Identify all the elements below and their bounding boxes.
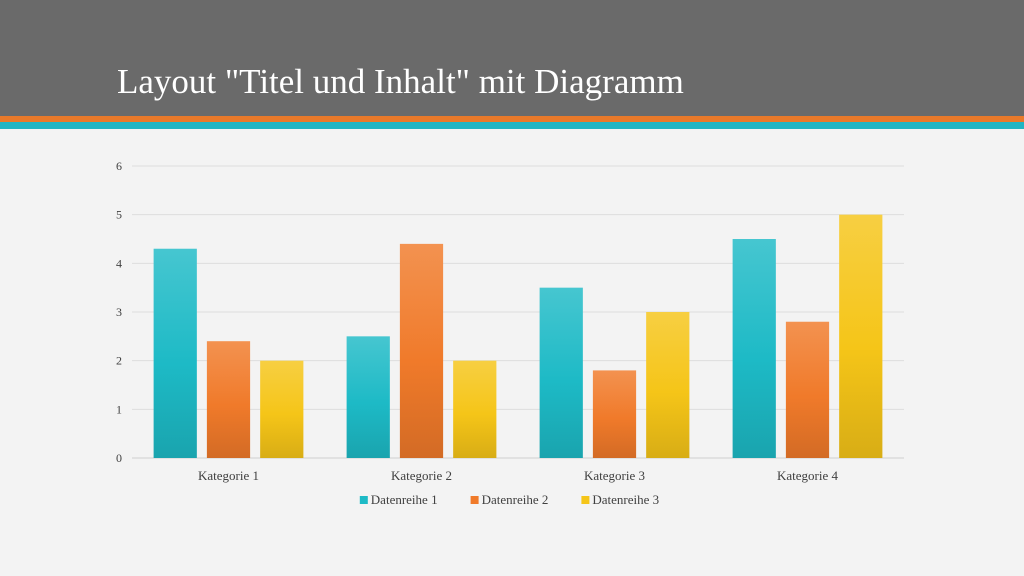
bar-1-1 [153,248,197,458]
chart-legend: Datenreihe 1 Datenreihe 2 Datenreihe 3 [359,492,659,507]
y-tick-label: 2 [116,354,122,368]
x-tick-label: Kategorie 1 [198,468,259,483]
y-tick-label: 0 [116,451,122,465]
legend-swatch [359,496,368,504]
y-axis-ticks: 0 1 2 3 4 5 6 [116,159,122,465]
bar-3-4 [839,214,883,458]
y-tick-label: 1 [116,402,122,416]
x-tick-label: Kategorie 2 [391,468,452,483]
bar-3-1 [260,360,304,458]
bar-2-3 [592,370,637,458]
legend-label: Datenreihe 2 [482,492,549,507]
bar-2-2 [399,243,444,458]
bar-1-2 [346,336,390,458]
chart-bars [153,214,883,458]
accent-stripe-teal [0,122,1024,129]
x-axis-ticks: Kategorie 1 Kategorie 2 Kategorie 3 Kategor… [198,468,839,483]
y-tick-label: 4 [116,256,122,270]
title-bar [0,0,1024,116]
x-tick-label: Kategorie 3 [584,468,645,483]
y-tick-label: 5 [116,208,122,222]
bar-3-3 [646,312,690,458]
bar-1-3 [539,287,583,458]
x-tick-label: Kategorie 4 [777,468,839,483]
bar-1-4 [732,239,776,458]
y-tick-label: 6 [116,159,122,173]
y-tick-label: 3 [116,305,122,319]
legend-swatch [581,496,590,504]
slide-title: Layout "Titel und Inhalt" mit Diagramm [117,62,684,101]
bar-2-1 [206,341,251,458]
legend-swatch [470,496,479,504]
legend-label: Datenreihe 3 [592,492,659,507]
legend-label: Datenreihe 1 [371,492,438,507]
bar-2-4 [785,321,830,458]
bar-3-2 [453,360,497,458]
accent-stripe-orange [0,116,1024,122]
